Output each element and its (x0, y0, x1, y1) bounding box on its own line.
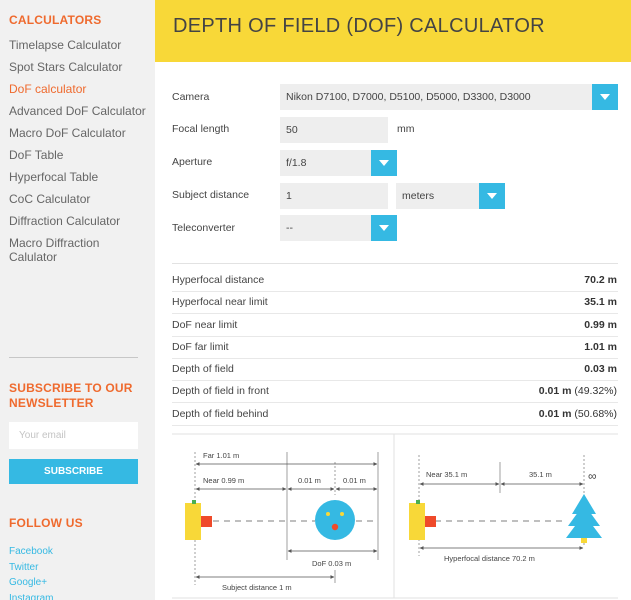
result-label: Hyperfocal distance (172, 274, 265, 286)
teleconverter-dropdown-button[interactable] (371, 215, 397, 241)
chevron-down-icon (379, 160, 389, 166)
sidebar-item-coc[interactable]: CoC Calculator (9, 192, 91, 206)
result-label: DoF near limit (172, 319, 238, 331)
far-label: Far 1.01 m (203, 451, 239, 460)
result-value: 70.2 m (584, 274, 617, 286)
tree-icon (566, 494, 602, 543)
camera-led-icon (192, 500, 196, 504)
sidebar-divider (9, 357, 138, 358)
subject-distance-label: Subject distance (172, 189, 250, 201)
result-label: DoF far limit (172, 341, 229, 353)
chevron-down-icon (487, 193, 497, 199)
facebook-link[interactable]: Facebook (9, 546, 53, 557)
result-label: Depth of field in front (172, 385, 269, 397)
infinity-label: ∞ (588, 469, 597, 483)
camera-label: Camera (172, 91, 210, 103)
hyperfocal-diagram: Near 35.1 m 35.1 m ∞ Hyperfocal distance… (409, 455, 602, 563)
camera-led-icon (416, 500, 420, 504)
subscribe-button[interactable]: SUBSCRIBE (9, 459, 138, 484)
chevron-down-icon (379, 225, 389, 231)
social-links: Facebook Twitter Google+ Instagram (9, 544, 53, 600)
behind-label: 0.01 m (343, 476, 366, 485)
unit-dropdown-button[interactable] (479, 183, 505, 209)
result-row: Hyperfocal near limit 35.1 m (172, 292, 618, 314)
sidebar-item-advanced-dof[interactable]: Advanced DoF Calculator (9, 104, 146, 118)
result-value: 0.03 m (584, 363, 617, 375)
hf-half-label: 35.1 m (529, 470, 552, 479)
sidebar-item-macro-dof[interactable]: Macro DoF Calculator (9, 126, 126, 140)
twitter-link[interactable]: Twitter (9, 561, 39, 573)
result-value: 0.01 m (49.32%) (538, 385, 617, 397)
camera-dropdown-button[interactable] (592, 84, 618, 110)
sidebar-item-dof[interactable]: DoF calculator (9, 82, 87, 96)
calculator-nav: Timelapse Calculator Spot Stars Calculat… (9, 38, 149, 272)
chevron-down-icon (600, 94, 610, 100)
page-header: DEPTH OF FIELD (DOF) CALCULATOR (155, 0, 631, 62)
result-label: Depth of field behind (172, 408, 269, 420)
hf-near-label: Near 35.1 m (426, 470, 467, 479)
focal-length-unit: mm (397, 123, 415, 135)
result-value: 35.1 m (584, 296, 617, 308)
page-title: DEPTH OF FIELD (DOF) CALCULATOR (173, 15, 545, 37)
email-field[interactable] (9, 422, 138, 449)
sidebar-item-diffraction[interactable]: Diffraction Calculator (9, 214, 121, 228)
result-row: Depth of field 0.03 m (172, 359, 618, 381)
calculators-heading: CALCULATORS (9, 13, 102, 27)
face-icon (315, 500, 355, 540)
sidebar-item-hyperfocal-table[interactable]: Hyperfocal Table (9, 170, 99, 184)
lens-icon (425, 516, 436, 527)
near-label: Near 0.99 m (203, 476, 244, 485)
focal-length-label: Focal length (172, 123, 230, 135)
result-row: Hyperfocal distance 70.2 m (172, 270, 618, 292)
result-value: 0.99 m (584, 319, 617, 331)
sidebar-item-spot-stars[interactable]: Spot Stars Calculator (9, 60, 123, 74)
newsletter-heading: SUBSCRIBE TO OUR NEWSLETTER (9, 381, 133, 410)
distance-unit-select[interactable]: meters (396, 183, 480, 209)
result-row: DoF far limit 1.01 m (172, 337, 618, 359)
sidebar-item-macro-diffraction[interactable]: Macro Diffraction Calulator (9, 236, 100, 264)
lens-icon (201, 516, 212, 527)
aperture-dropdown-button[interactable] (371, 150, 397, 176)
subject-distance-input[interactable]: 1 (280, 183, 388, 209)
googleplus-link[interactable]: Google+ (9, 577, 48, 588)
teleconverter-label: Teleconverter (172, 222, 236, 234)
camera-icon (185, 503, 201, 540)
camera-icon (409, 503, 425, 540)
subject-distance-label: Subject distance 1 m (222, 583, 292, 592)
result-label: Hyperfocal near limit (172, 296, 268, 308)
sidebar-item-timelapse[interactable]: Timelapse Calculator (9, 38, 122, 52)
result-label: Depth of field (172, 363, 234, 375)
focal-length-input[interactable]: 50 (280, 117, 388, 143)
front-label: 0.01 m (298, 476, 321, 485)
dof-diagram: Far 1.01 m Near 0.99 m 0.01 m 0.01 m DoF… (185, 451, 379, 592)
results-divider (172, 263, 618, 264)
teleconverter-select[interactable]: -- (280, 215, 372, 241)
result-row: Depth of field behind 0.01 m (50.68%) (172, 404, 618, 426)
aperture-select[interactable]: f/1.8 (280, 150, 372, 176)
dof-label: DoF 0.03 m (312, 559, 351, 568)
camera-select[interactable]: Nikon D7100, D7000, D5100, D5000, D3300,… (280, 84, 593, 110)
sidebar: CALCULATORS Timelapse Calculator Spot St… (0, 0, 155, 600)
result-value: 0.01 m (50.68%) (538, 408, 617, 420)
result-row: Depth of field in front 0.01 m (49.32%) (172, 381, 618, 403)
result-value: 1.01 m (584, 341, 617, 353)
result-row: DoF near limit 0.99 m (172, 315, 618, 337)
follow-heading: FOLLOW US (9, 516, 83, 530)
instagram-link[interactable]: Instagram (9, 592, 54, 600)
hf-distance-label: Hyperfocal distance 70.2 m (444, 554, 535, 563)
sidebar-item-dof-table[interactable]: DoF Table (9, 148, 64, 162)
aperture-label: Aperture (172, 156, 213, 168)
